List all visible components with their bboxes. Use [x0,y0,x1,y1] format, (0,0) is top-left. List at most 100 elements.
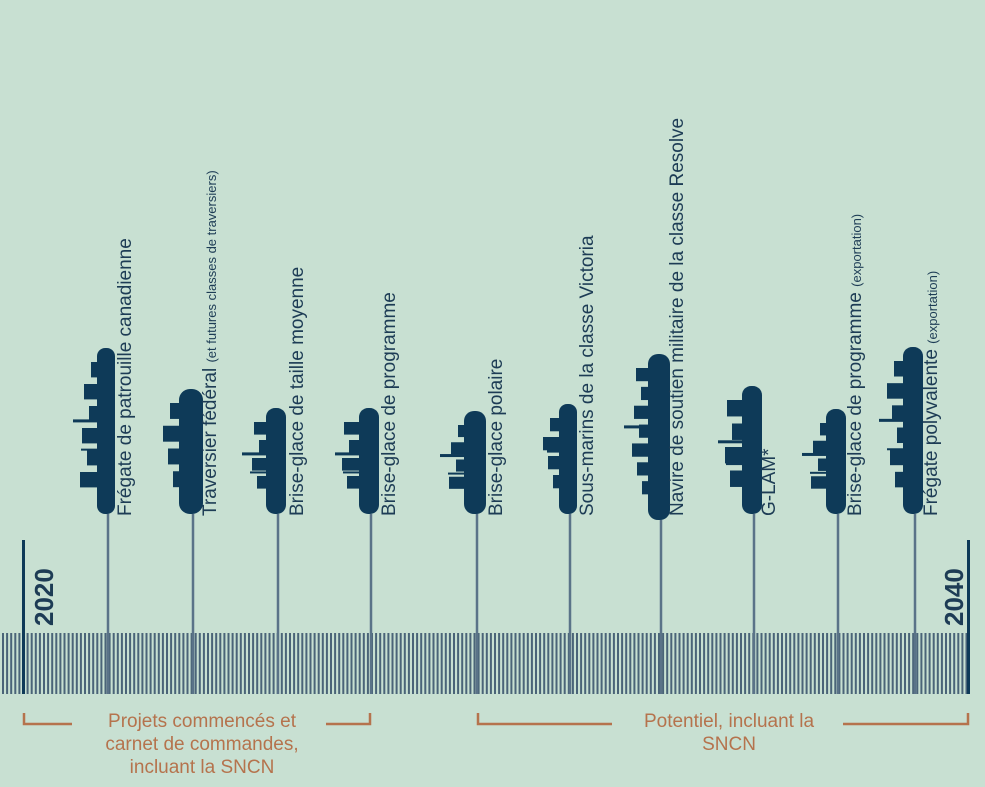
timeline-tick [129,633,132,694]
timeline-tick [342,633,345,694]
timeline-tick [321,633,324,694]
timeline-tick [539,633,542,694]
timeline-tick [481,633,484,694]
timeline-tick [887,633,890,694]
ship-label-text: Traversier fédéral [200,367,221,516]
timeline-tick [293,633,296,694]
timeline-tick [350,633,353,694]
timeline-tick [854,633,857,694]
timeline-tick [6,633,9,694]
timeline-tick [108,633,111,694]
timeline-tick [748,633,751,694]
timeline-tick [772,633,775,694]
ship-superstructure [732,423,742,440]
ship-superstructure [82,428,97,444]
timeline-tick [120,633,123,694]
timeline-tick [399,633,402,694]
ship-superstructure [887,383,903,399]
timeline-tick [510,633,513,694]
timeline-tick [334,633,337,694]
year-end-marker [967,540,970,694]
ship-superstructure [890,449,903,466]
bracket-note-potential: Potentiel, incluant la SNCN [615,710,843,756]
timeline-tick [756,633,759,694]
ship-superstructure [895,471,903,488]
ship-mast [726,463,742,466]
timeline-tick [317,633,320,694]
timeline-tick [330,633,332,694]
timeline-tick [711,633,714,694]
timeline-tick [412,633,414,694]
ship-mast [810,471,826,474]
timeline-tick [174,633,177,694]
timeline-tick [207,633,209,694]
timeline-tick [678,633,681,694]
timeline-tick [645,633,648,694]
ship-superstructure [730,470,742,487]
timeline-tick [252,633,255,694]
ship-label-program-icebreaker-export: Brise-glace de programme (exportation) [845,214,866,516]
timeline-tick [366,633,369,694]
timeline-tick [842,633,845,694]
timeline-tick [817,633,820,694]
timeline-tick [764,633,767,694]
timeline-tick [793,633,796,694]
ship-superstructure [173,471,179,488]
timeline-tick [112,633,115,694]
timeline-tick [580,633,583,694]
ship-superstructure [642,481,648,495]
timeline-tick [883,633,886,694]
ship-superstructure [456,459,464,472]
ship-hull [179,389,203,514]
timeline-tick [59,633,62,694]
ship-hull [903,347,923,514]
timeline-tick [895,633,898,694]
timeline-tick [375,633,378,694]
timeline-tick [838,633,841,694]
ship-label-text: Navire de soutien militaire de la classe… [667,117,688,516]
timeline-tick [18,633,21,694]
timeline-tick [301,633,304,694]
timeline-tick [26,633,29,694]
timeline-tick [768,633,771,694]
ship-mast [632,454,648,457]
timeline-tick [785,633,788,694]
timeline-tick [133,633,136,694]
ship-label-multirole-frigate: Frégate polyvalente (exportation) [921,271,942,516]
timeline-tick [461,633,464,694]
bracket-note-committed: Projets commencés et carnet de commandes… [78,710,326,779]
timeline-tick [604,633,607,694]
timeline-tick [920,633,923,694]
timeline-tick [440,633,443,694]
ship-mast [343,471,359,474]
ship-label-program-icebreaker: Brise-glace de programme [379,292,400,516]
timeline-tick [178,633,181,694]
timeline-tick [621,633,624,694]
timeline-tick [63,633,66,694]
timeline-tick [953,633,956,694]
timeline-tick [559,633,562,694]
timeline-tick [801,633,804,694]
timeline-tick [75,633,78,694]
ship-superstructure [163,425,179,442]
timeline-tick [670,633,673,694]
timeline-tick [448,633,451,694]
timeline-tick [264,633,267,694]
timeline-tick [858,633,861,694]
timeline-tick [867,633,870,694]
ship-superstructure [458,425,464,438]
ship-superstructure [259,440,266,453]
ship-mast [718,440,742,444]
timeline-tick [432,633,435,694]
timeline-tick [137,633,140,694]
timeline-tick [38,633,41,694]
timeline-tick [830,633,833,694]
timeline-tick [387,633,390,694]
timeline-tick [149,633,152,694]
timeline-tick [547,633,550,694]
ship-superstructure [80,472,97,488]
ship-superstructure [634,405,648,419]
timeline-tick [904,633,906,694]
ship-label-text: G-LAM* [759,448,780,516]
